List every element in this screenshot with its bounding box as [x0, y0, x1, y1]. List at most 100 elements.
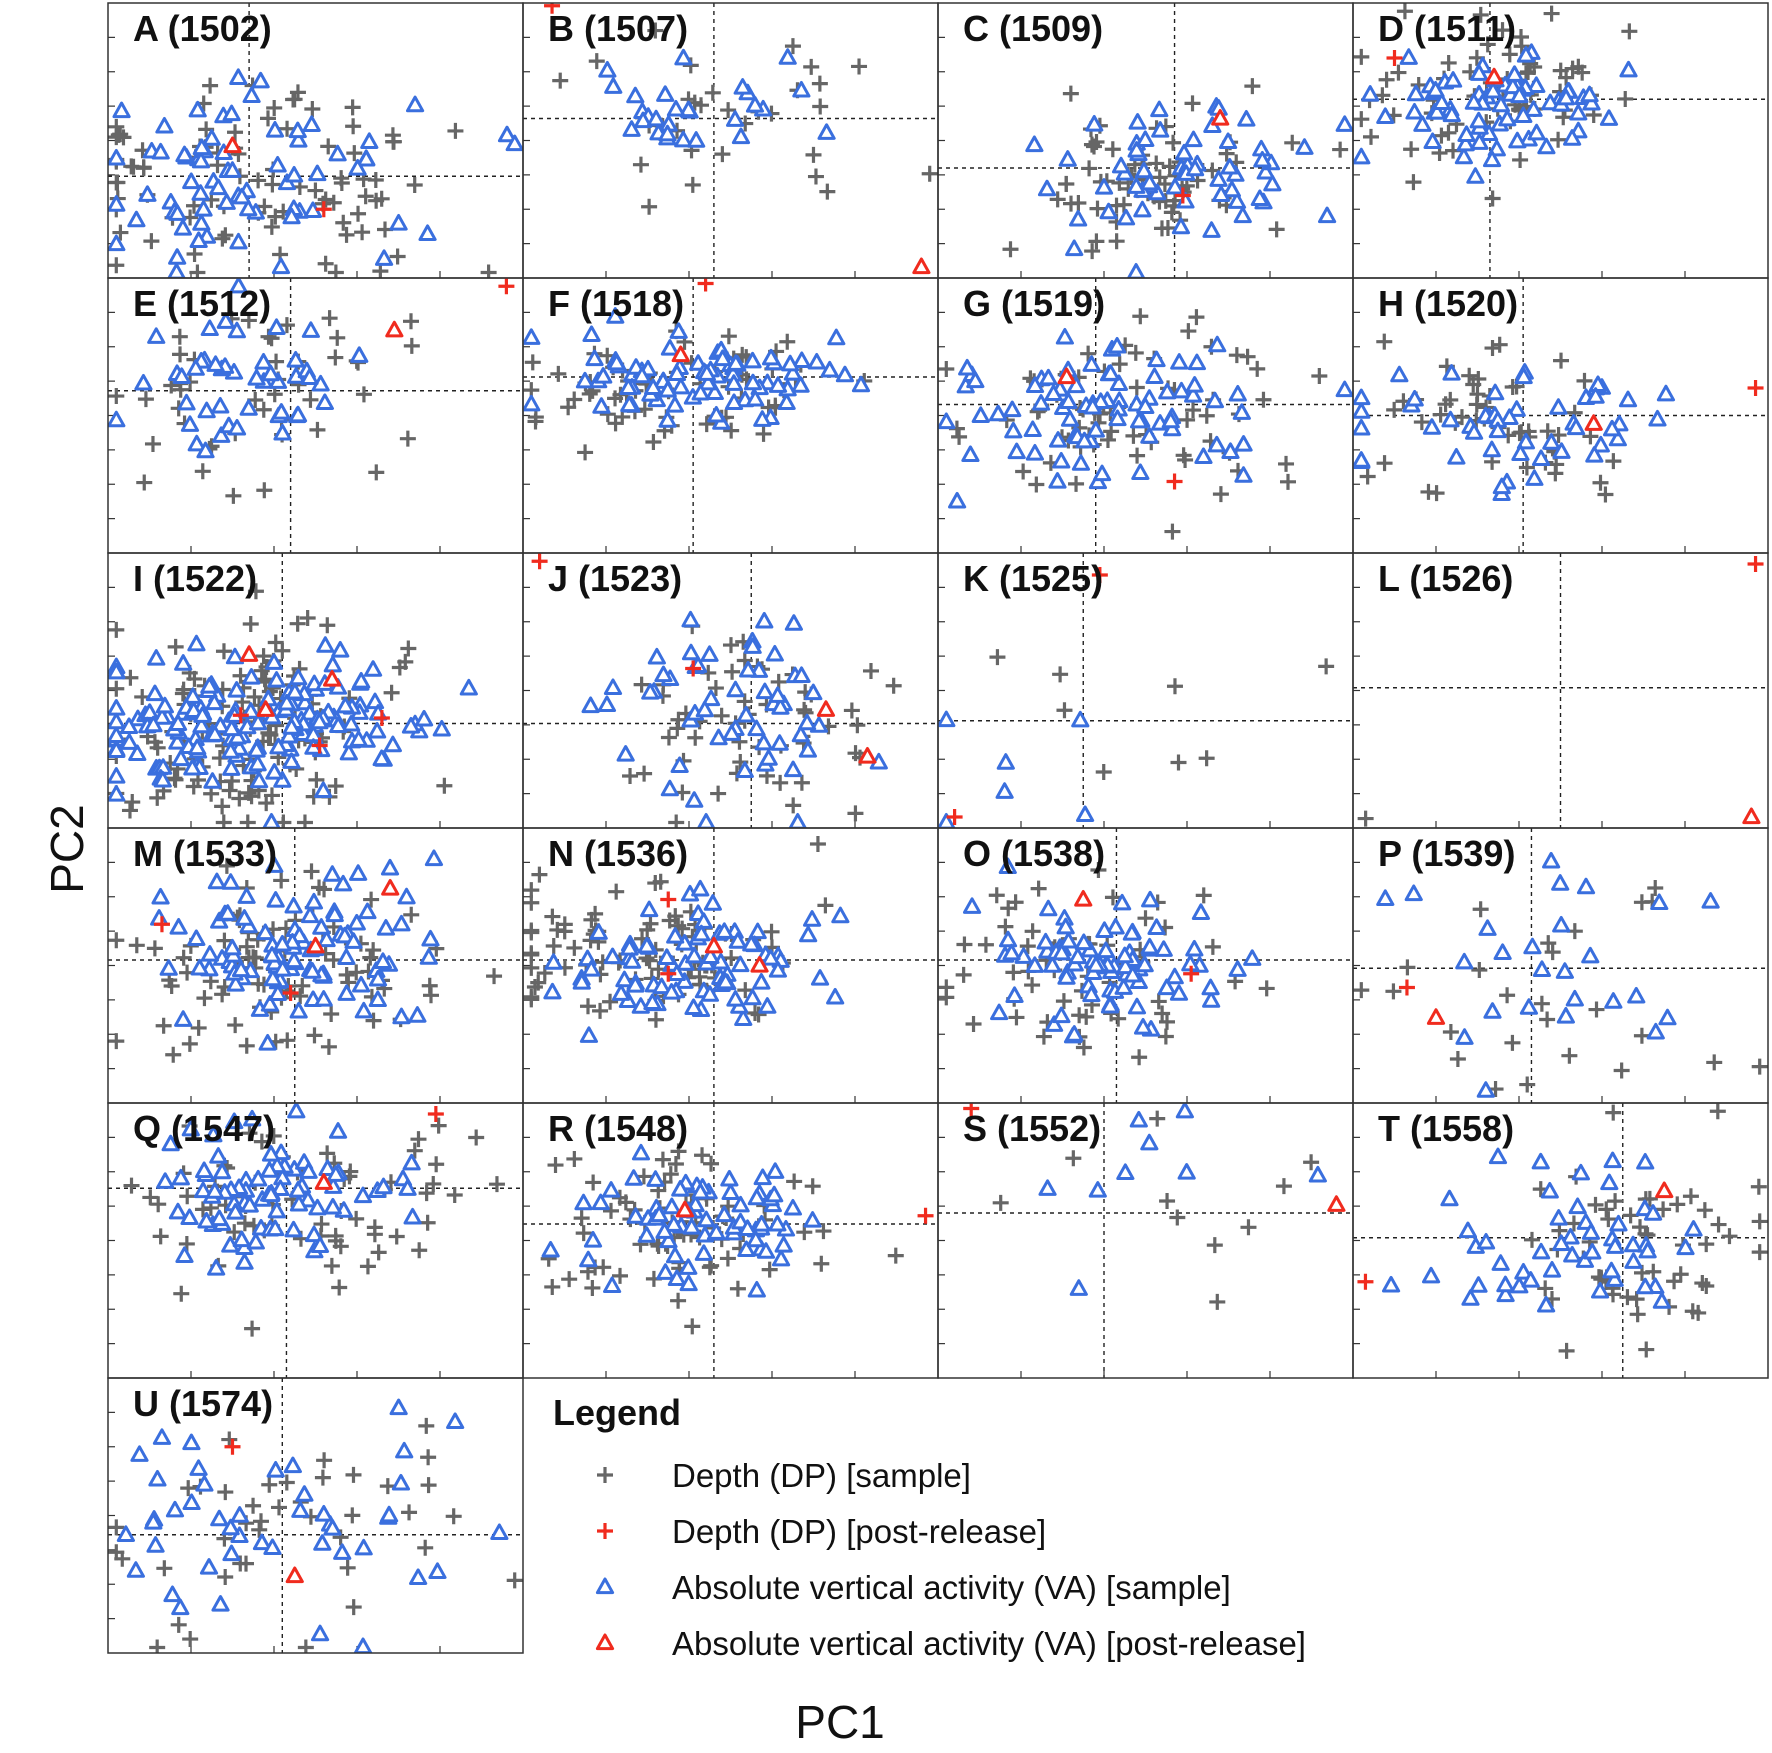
- va-sample-point: [755, 611, 774, 629]
- dp-sample-point: [1240, 1219, 1257, 1236]
- va-sample-point: [738, 1219, 757, 1236]
- va-sample-point: [591, 1193, 610, 1211]
- va-post-release-point: [1485, 67, 1504, 85]
- va-sample-point: [357, 149, 376, 167]
- va-sample-point: [368, 969, 388, 987]
- va-sample-point: [182, 1493, 201, 1511]
- va-sample-point: [1423, 132, 1442, 150]
- panel-label: F (1518): [548, 283, 684, 324]
- dp-sample-point: [1484, 190, 1501, 207]
- dp-sample-point: [468, 1129, 485, 1146]
- dp-sample-point: [236, 1215, 253, 1232]
- va-sample-point: [1552, 915, 1571, 933]
- panel-m: M (1533): [107, 827, 524, 1104]
- va-post-release-point: [223, 136, 242, 154]
- va-sample-point: [1404, 884, 1423, 902]
- dp-sample-point: [523, 922, 540, 939]
- va-sample-point: [1069, 1279, 1088, 1296]
- va-sample-point: [310, 1236, 330, 1253]
- va-sample-point: [685, 791, 704, 808]
- dp-sample-point: [1159, 220, 1176, 237]
- va-sample-point: [368, 721, 387, 739]
- va-sample-point: [831, 906, 850, 924]
- va-post-release-point: [1584, 414, 1603, 431]
- va-sample-point: [230, 1506, 249, 1523]
- dp-sample-point: [172, 346, 189, 363]
- dp-sample-point: [1156, 176, 1173, 193]
- va-sample-point: [459, 678, 478, 696]
- va-sample-point: [1058, 150, 1077, 167]
- va-sample-point: [631, 1143, 651, 1161]
- panel-label: G (1519): [963, 283, 1105, 324]
- va-sample-point: [254, 352, 273, 370]
- va-sample-point: [313, 1534, 332, 1551]
- dp-sample-point: [607, 390, 624, 407]
- va-sample-point: [701, 947, 720, 964]
- va-sample-point: [687, 131, 706, 148]
- va-sample-point: [835, 365, 855, 383]
- dp-sample-point: [506, 1572, 523, 1589]
- panel-c: C (1509): [937, 2, 1354, 279]
- dp-sample-point: [320, 138, 337, 155]
- dp-sample-point: [303, 863, 320, 880]
- va-sample-point: [1191, 903, 1211, 920]
- va-sample-point: [752, 972, 771, 990]
- va-sample-point: [287, 1103, 306, 1119]
- va-sample-point: [641, 683, 660, 700]
- va-sample-point: [222, 104, 241, 122]
- dp-sample-point: [1278, 455, 1295, 472]
- va-sample-point: [724, 374, 743, 391]
- va-sample-point: [368, 990, 387, 1008]
- va-sample-point: [1486, 383, 1505, 401]
- panel-a: A (1502): [107, 2, 524, 279]
- va-sample-point: [304, 1225, 324, 1243]
- va-sample-point: [671, 1180, 690, 1197]
- va-sample-point: [284, 951, 304, 969]
- dp-sample-point: [1519, 1076, 1536, 1093]
- va-sample-point: [1318, 206, 1337, 224]
- va-sample-point: [350, 346, 369, 363]
- dp-sample-point: [370, 1244, 387, 1261]
- va-sample-point: [1555, 962, 1574, 979]
- va-sample-point: [611, 984, 631, 1001]
- va-sample-point: [374, 1177, 393, 1195]
- va-sample-point: [288, 405, 308, 423]
- va-sample-point: [187, 434, 206, 452]
- dp-sample-point: [137, 391, 154, 408]
- dp-sample-point: [194, 463, 211, 480]
- dp-sample-point: [938, 989, 955, 1006]
- va-sample-point: [1627, 986, 1646, 1004]
- dp-sample-point: [1170, 754, 1187, 771]
- va-sample-point: [189, 231, 208, 248]
- dp-sample-point: [786, 1173, 803, 1190]
- dp-sample-point: [670, 711, 687, 728]
- va-sample-point: [446, 1412, 465, 1430]
- va-sample-point: [784, 760, 803, 778]
- va-sample-point: [213, 1162, 232, 1180]
- va-sample-point: [662, 1197, 681, 1215]
- va-sample-point: [1457, 125, 1476, 142]
- dp-sample-point: [803, 58, 820, 75]
- dp-sample-point: [348, 1210, 365, 1227]
- dp-sample-point: [156, 1560, 173, 1577]
- dp-sample-point: [354, 224, 371, 241]
- dp-sample-point: [417, 1539, 434, 1556]
- va-sample-point: [354, 1538, 373, 1556]
- va-sample-point: [1085, 114, 1104, 132]
- dp-sample-point: [526, 979, 543, 996]
- dp-sample-point: [851, 58, 868, 75]
- va-sample-point: [226, 974, 245, 992]
- va-sample-point: [803, 1211, 822, 1228]
- dp-sample-point: [266, 99, 283, 116]
- dp-sample-point: [240, 784, 257, 801]
- va-sample-point: [1426, 80, 1445, 98]
- va-sample-point: [582, 960, 601, 977]
- dp-sample-point: [136, 474, 153, 491]
- points: [108, 68, 523, 278]
- va-sample-point: [108, 148, 126, 166]
- va-sample-point: [1036, 932, 1055, 950]
- va-sample-point: [1376, 107, 1395, 124]
- va-sample-point: [248, 713, 268, 731]
- va-post-release-point: [1327, 1195, 1346, 1212]
- va-sample-point: [1491, 95, 1511, 113]
